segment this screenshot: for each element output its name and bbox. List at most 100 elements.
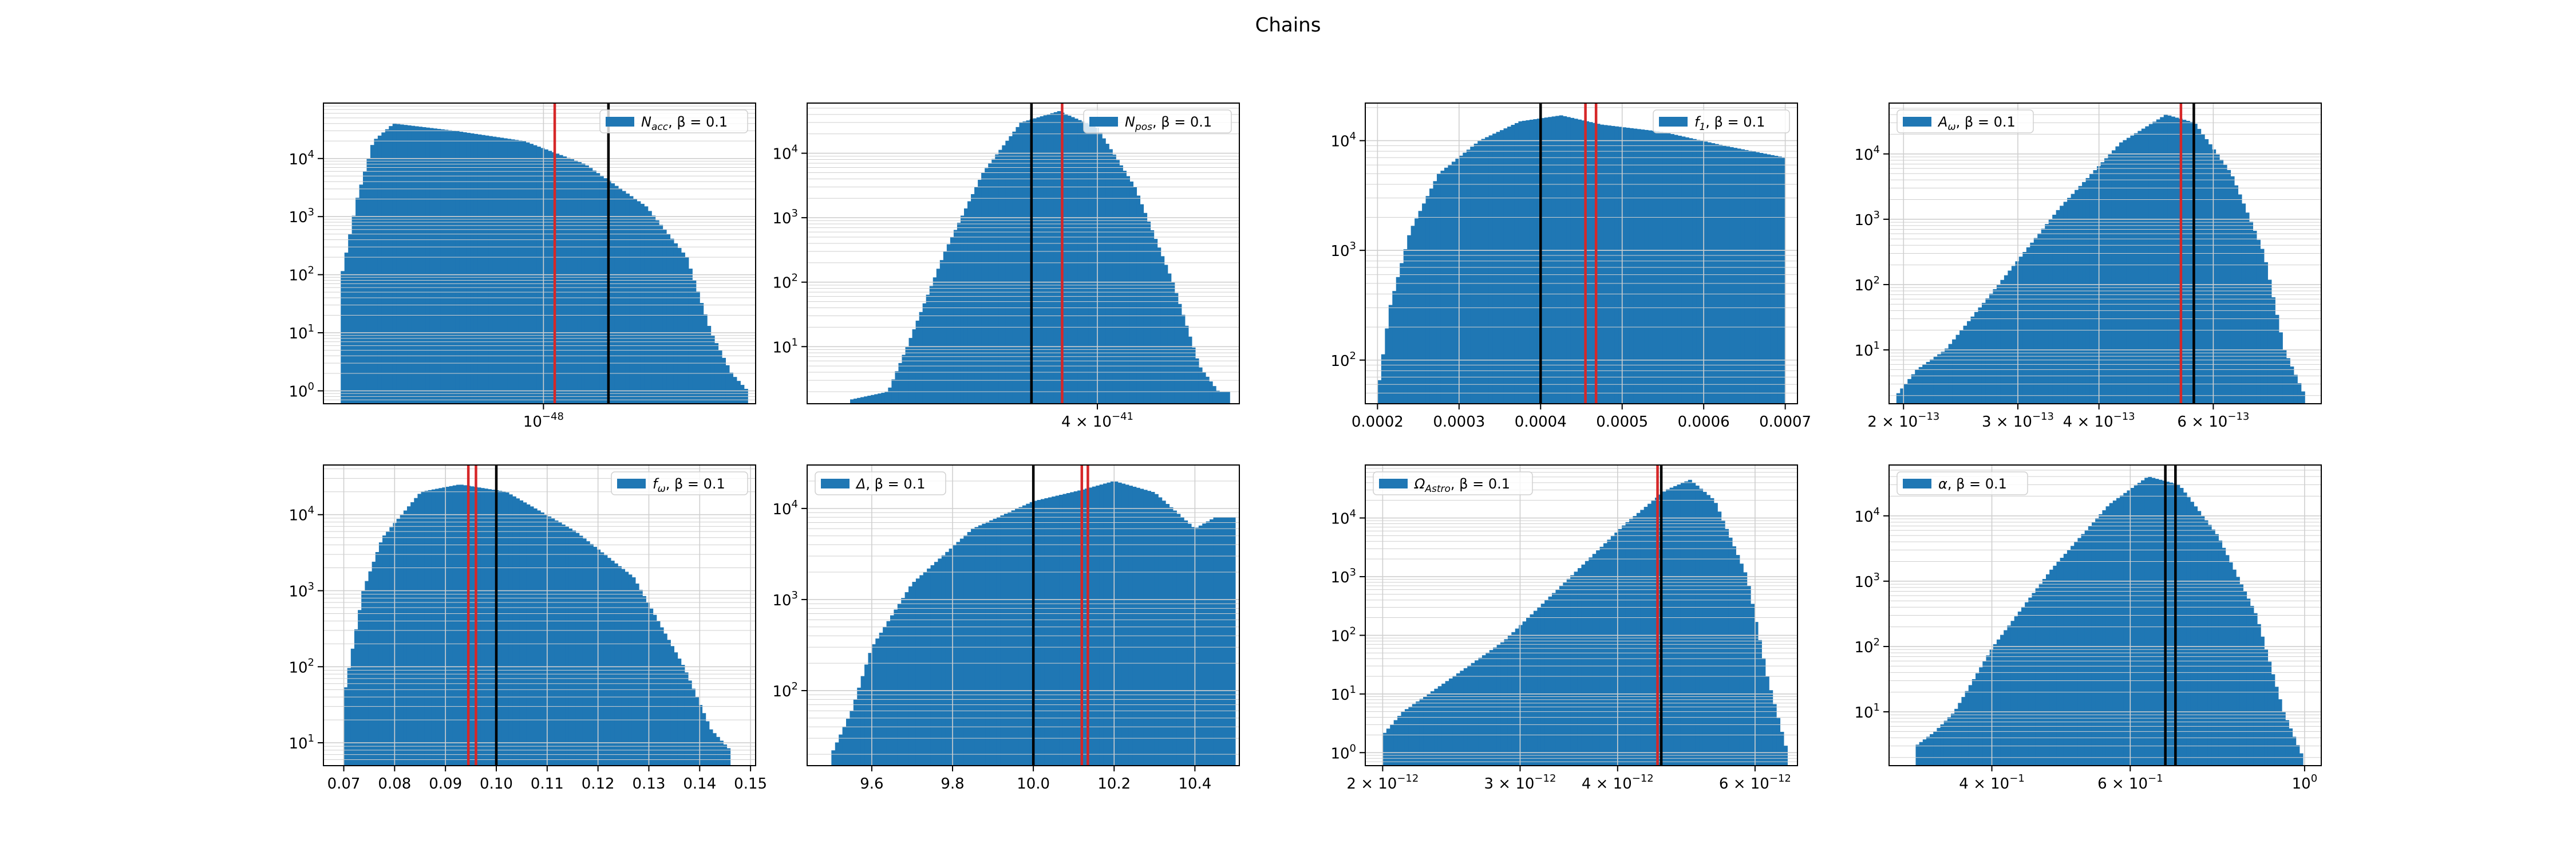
histogram-bar bbox=[2253, 230, 2257, 404]
histogram-bar bbox=[1544, 117, 1548, 404]
histogram-bar bbox=[484, 488, 488, 766]
histogram-bar bbox=[2116, 498, 2120, 766]
histogram-bar bbox=[1769, 690, 1773, 766]
y-tick-label: 101 bbox=[1854, 702, 1880, 722]
histogram-bar bbox=[710, 336, 715, 404]
histogram-bar bbox=[1673, 486, 1678, 766]
grid bbox=[807, 465, 1239, 766]
histogram-bar bbox=[1563, 116, 1567, 404]
histogram-bar bbox=[1551, 116, 1556, 404]
histogram-bar bbox=[406, 506, 411, 766]
histogram-bar bbox=[1706, 495, 1710, 766]
legend: ΩAstro, β = 0.1 bbox=[1373, 471, 1533, 495]
histogram-bar bbox=[2230, 176, 2235, 404]
histogram-bar bbox=[912, 582, 916, 766]
histogram-bar bbox=[2109, 503, 2113, 766]
x-tick-label: 3 × 10−12 bbox=[1484, 773, 1556, 793]
histogram-bar bbox=[2186, 497, 2191, 766]
histogram-bar bbox=[2253, 613, 2258, 766]
x-tick-label: 0.12 bbox=[582, 775, 615, 793]
histogram-bar bbox=[1607, 539, 1611, 766]
histogram-bar bbox=[1566, 117, 1571, 404]
histogram-bar bbox=[1774, 156, 1779, 404]
histogram-bar bbox=[2111, 150, 2116, 404]
histogram-bar bbox=[651, 215, 656, 404]
histogram-bar bbox=[639, 589, 643, 766]
histogram-bar bbox=[2011, 266, 2016, 404]
histogram-bar bbox=[1475, 660, 1479, 766]
histogram-bar bbox=[1433, 181, 1437, 404]
histogram-bar bbox=[938, 558, 942, 766]
histogram-bar bbox=[901, 598, 906, 766]
histogram-bar bbox=[663, 633, 667, 766]
histogram-bar bbox=[1963, 325, 1967, 404]
histogram-bar bbox=[2035, 588, 2040, 766]
histogram-bar bbox=[633, 198, 637, 404]
histogram-bar bbox=[1585, 561, 1589, 766]
histogram-bar bbox=[2171, 116, 2175, 404]
histogram-bar bbox=[1903, 384, 1908, 404]
histogram-bar bbox=[1971, 679, 1976, 766]
histogram-bar bbox=[2176, 484, 2180, 766]
histogram-bar bbox=[1507, 127, 1512, 404]
histogram-bar bbox=[933, 277, 937, 404]
y-tick-label: 104 bbox=[1330, 508, 1356, 528]
histogram-bar bbox=[2004, 630, 2008, 766]
histogram-bar bbox=[2236, 577, 2240, 766]
legend-box bbox=[611, 471, 748, 495]
histogram-bar bbox=[1918, 367, 1923, 404]
histogram-bar bbox=[996, 517, 1001, 766]
histogram-bar bbox=[554, 520, 559, 766]
histogram-bar bbox=[716, 736, 720, 766]
histogram-bar bbox=[400, 124, 404, 404]
histogram-bar bbox=[1599, 546, 1604, 766]
histogram-bar bbox=[622, 191, 626, 404]
histogram-bar bbox=[1216, 391, 1220, 404]
histogram-bar bbox=[2120, 495, 2124, 766]
histogram-bar bbox=[721, 357, 726, 404]
histogram-bar bbox=[2144, 478, 2148, 766]
histogram-bar bbox=[1425, 196, 1430, 404]
histogram-bar bbox=[1107, 482, 1111, 766]
histogram-bar bbox=[1711, 143, 1716, 404]
histogram-bar bbox=[1596, 124, 1601, 404]
histogram-bar bbox=[1648, 130, 1653, 404]
histogram-bar bbox=[1585, 121, 1590, 404]
histogram-bar bbox=[1614, 126, 1619, 404]
histogram-bar bbox=[2285, 720, 2289, 766]
histogram-bar bbox=[444, 129, 449, 404]
histogram-bar bbox=[1140, 204, 1144, 404]
histogram-bar bbox=[442, 487, 447, 766]
y-tick-label: 104 bbox=[772, 143, 798, 163]
histogram-bar bbox=[593, 546, 597, 766]
histogram-bar bbox=[1996, 639, 2001, 766]
histogram-bar bbox=[998, 149, 1002, 404]
histogram-bar bbox=[505, 492, 509, 766]
histogram-bar bbox=[448, 130, 452, 404]
histogram-bar bbox=[1725, 529, 1729, 766]
histogram-bar bbox=[945, 551, 950, 766]
histogram-bar bbox=[2271, 297, 2275, 404]
legend-label: f1, β = 0.1 bbox=[1694, 114, 1765, 133]
histogram-bar bbox=[1489, 650, 1494, 766]
histogram-bar bbox=[993, 518, 997, 766]
axes-frame bbox=[1365, 103, 1798, 404]
figure-title: Chains bbox=[1255, 14, 1321, 37]
histogram-bar bbox=[2141, 480, 2145, 766]
histogram-bar bbox=[533, 508, 538, 766]
histogram-bar bbox=[700, 303, 704, 404]
histogram-bar bbox=[2207, 525, 2212, 766]
histogram-bar bbox=[590, 543, 594, 766]
histogram-bar bbox=[2263, 262, 2268, 404]
histogram-bar bbox=[565, 526, 569, 766]
histogram-bar bbox=[2026, 247, 2030, 404]
histogram-bar bbox=[511, 139, 515, 404]
histogram-bar bbox=[1110, 481, 1115, 766]
histogram-bar bbox=[1559, 586, 1563, 766]
histogram-bar bbox=[688, 680, 692, 766]
histogram-bar bbox=[2271, 674, 2275, 766]
histogram-bar bbox=[498, 491, 503, 766]
x-tick-label: 0.10 bbox=[480, 775, 513, 793]
histogram-bar bbox=[1666, 489, 1670, 766]
histogram-bars bbox=[1915, 476, 2304, 766]
